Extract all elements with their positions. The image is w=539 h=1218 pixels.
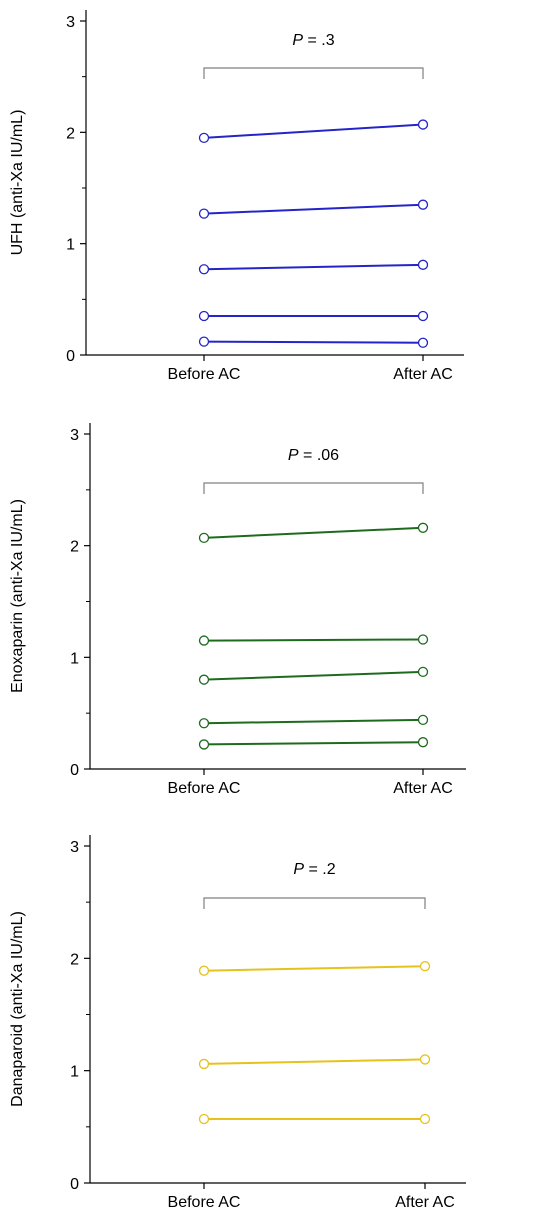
data-point-after	[419, 961, 431, 972]
y-tick-label: 2	[70, 539, 79, 556]
series-line	[203, 670, 424, 681]
series-line	[203, 526, 424, 539]
p-value: = .06	[299, 447, 340, 464]
series-3	[198, 666, 429, 685]
data-point-before	[198, 1113, 210, 1125]
y-tick-label: 0	[70, 1176, 79, 1193]
y-tick-label: 1	[66, 237, 75, 254]
p-value: = .3	[303, 32, 335, 49]
data-point-before	[198, 532, 210, 543]
significance-bracket	[203, 897, 426, 909]
chart-panel-3: 0 1 2 3 Before AC After AC Danaparoid (anti-Xa…	[9, 835, 466, 1211]
data-point-before	[198, 132, 210, 144]
y-tick-label: 3	[66, 14, 75, 31]
data-point-after	[417, 310, 429, 322]
y-axis-title: Enoxaparin (anti-Xa IU/mL)	[9, 499, 26, 693]
series-line	[203, 203, 424, 215]
x-tick-label: After AC	[393, 366, 453, 383]
series-1	[198, 961, 431, 976]
series-line	[203, 1058, 426, 1065]
y-axis-title: Danaparoid (anti-Xa IU/mL)	[9, 911, 26, 1107]
series-2	[198, 1054, 431, 1070]
y-tick-label: 3	[70, 427, 79, 444]
series-line	[203, 965, 426, 972]
data-point-after	[419, 1113, 431, 1125]
data-point-before	[198, 310, 210, 322]
series-3	[198, 1113, 431, 1125]
p-value-annotation: P = .06	[288, 447, 339, 464]
series-1	[198, 522, 429, 543]
p-symbol: P	[292, 32, 303, 49]
data-point-after	[417, 666, 429, 677]
data-point-after	[417, 259, 429, 270]
data-point-after	[419, 1054, 431, 1065]
x-tick-label: After AC	[395, 1194, 455, 1211]
y-tick-label: 0	[66, 348, 75, 365]
y-tick-label: 2	[70, 951, 79, 968]
series-line	[203, 263, 424, 271]
p-value-annotation: P = .2	[293, 861, 335, 878]
data-point-before	[198, 965, 210, 976]
data-point-before	[198, 1058, 210, 1070]
data-point-after	[417, 119, 429, 130]
series-line	[203, 718, 424, 725]
series-2	[198, 199, 429, 219]
data-point-before	[198, 718, 210, 729]
data-point-before	[198, 674, 210, 685]
data-point-before	[198, 739, 210, 750]
series-line	[203, 123, 424, 139]
data-point-after	[417, 714, 429, 726]
significance-bracket	[203, 67, 424, 79]
data-point-after	[417, 522, 429, 533]
data-point-after	[417, 337, 429, 348]
series-1	[198, 119, 429, 144]
x-tick-label: Before AC	[168, 780, 241, 797]
data-point-before	[198, 208, 210, 219]
y-tick-label: 2	[66, 125, 75, 142]
series-4	[198, 714, 429, 729]
series-5	[198, 336, 429, 348]
x-tick-label: After AC	[393, 780, 453, 797]
x-tick-label: Before AC	[168, 1194, 241, 1211]
x-tick-label: Before AC	[168, 366, 241, 383]
data-point-after	[417, 634, 429, 645]
p-symbol: P	[288, 447, 299, 464]
data-point-before	[198, 336, 210, 347]
p-value-annotation: P = .3	[292, 32, 334, 49]
chart-panel-2: 0 1 2 3 Before AC After AC Enoxaparin (anti-Xa…	[9, 423, 466, 797]
chart-panel-1: 0 1 2 3 Before AC After AC UFH (anti-Xa IU/mL)…	[9, 10, 464, 383]
y-tick-label: 0	[70, 762, 79, 779]
data-point-after	[417, 737, 429, 748]
data-point-before	[198, 635, 210, 646]
significance-bracket	[203, 482, 424, 494]
series-2	[198, 634, 429, 646]
data-point-before	[198, 264, 210, 275]
y-tick-label: 1	[70, 650, 79, 667]
series-3	[198, 259, 429, 275]
y-tick-label: 3	[70, 839, 79, 856]
series-4	[198, 310, 429, 322]
data-point-after	[417, 199, 429, 210]
y-axis-title: UFH (anti-Xa IU/mL)	[9, 110, 26, 256]
series-line	[203, 741, 424, 746]
p-symbol: P	[293, 861, 304, 878]
p-value: = .2	[304, 861, 336, 878]
series-5	[198, 737, 429, 750]
y-tick-label: 1	[70, 1064, 79, 1081]
series-line	[203, 340, 424, 344]
series-line	[203, 638, 424, 642]
